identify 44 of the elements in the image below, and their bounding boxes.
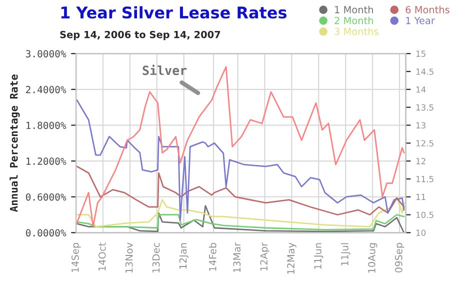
x-tick-label: 13Mar: [233, 242, 241, 272]
y2-tick-label: 13: [416, 122, 426, 128]
x-tick-label: 12Apr: [260, 242, 270, 270]
x-tick-label: 09Sep: [394, 242, 404, 272]
x-tick-label: 13Nov: [125, 242, 133, 273]
y2-tick-label: 11: [416, 194, 426, 200]
legend-label: 3 Months: [334, 28, 378, 36]
y2-tick-label: 12.5: [416, 140, 434, 146]
x-tick-label: 14Oct: [98, 242, 106, 270]
x-tick-label: 12May: [287, 242, 296, 274]
x-tick-label: 14Sep: [71, 242, 81, 272]
y-axis-title: Annual Percentage Rate: [10, 74, 20, 212]
y-tick-label: 2.4000%: [26, 86, 66, 94]
y-tick-label: 0.0000%: [26, 229, 66, 237]
legend-label: 6 Months: [406, 6, 450, 14]
line-series: [76, 166, 405, 216]
x-tick-label: 12Jan: [179, 243, 188, 269]
y2-tick-label: 14.5: [416, 68, 434, 75]
x-tick-label: 14Feb: [208, 242, 216, 271]
line-series: [76, 99, 405, 221]
x-tick-label: 11Jun: [314, 243, 324, 269]
x-tick-label: 13Dec: [152, 242, 160, 272]
y2-tick-label: 15: [416, 50, 426, 57]
y2-tick-label: 10: [416, 230, 426, 236]
chart-title: 1 Year Silver Lease Rates: [61, 6, 286, 19]
legend-label: 2 Month: [334, 16, 373, 24]
y2-tick-label: 13.5: [416, 104, 434, 111]
x-tick-label: 11Jul: [340, 243, 350, 266]
y-tick-label: 0.6000%: [26, 193, 66, 201]
legend-label: 1 Year: [406, 17, 435, 24]
annotation: Silver: [142, 64, 187, 76]
chart-subtitle: Sep 14, 2006 to Sep 14, 2007: [60, 30, 220, 40]
y-tick-label: 1.2000%: [26, 158, 66, 165]
y2-tick-label: 10.5: [416, 212, 434, 218]
line-series: [76, 66, 405, 228]
legend-label: 1 Month: [335, 6, 373, 14]
y2-tick-label: 12: [416, 158, 426, 164]
y2-tick-label: 14: [416, 86, 426, 93]
y2-tick-label: 11.5: [416, 176, 434, 182]
x-tick-label: 10Aug: [368, 243, 378, 273]
line-series: [76, 214, 405, 230]
y-tick-label: 3.0000%: [26, 50, 66, 58]
y-tick-label: 1.8000%: [26, 122, 66, 130]
line-series: [76, 196, 405, 228]
